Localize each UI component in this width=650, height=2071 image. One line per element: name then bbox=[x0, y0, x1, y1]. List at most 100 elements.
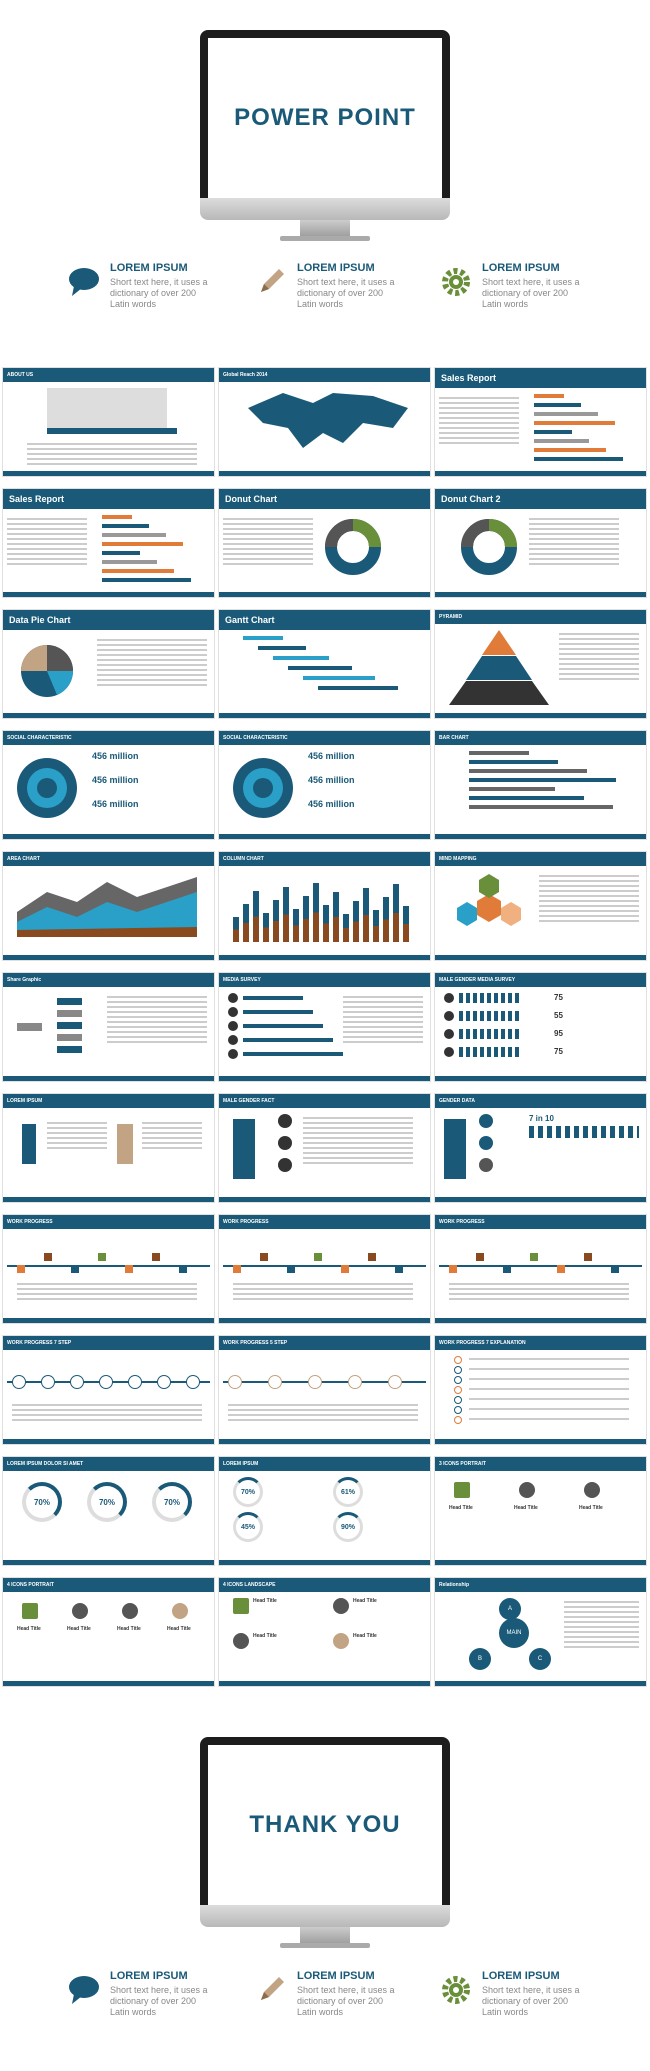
slide-body bbox=[7, 993, 210, 1073]
slide-thumbnail: Donut Chart 2 bbox=[434, 488, 647, 598]
slide-footer bbox=[3, 834, 214, 839]
slide-title: MIND MAPPING bbox=[435, 852, 646, 866]
head-title: Head Title bbox=[353, 1633, 377, 1639]
slide-footer bbox=[219, 834, 430, 839]
hero-monitor: POWER POINT bbox=[200, 30, 450, 241]
slide-footer bbox=[3, 713, 214, 718]
slide-title: WORK PROGRESS 7 STEP bbox=[3, 1336, 214, 1350]
slide-title: GENDER DATA bbox=[435, 1094, 646, 1108]
slide-footer bbox=[3, 471, 214, 476]
feature-item: LOREM IPSUM Short text here, it uses a di… bbox=[68, 262, 248, 312]
slide-thumbnail: LOREM IPSUM DOLOR SI AMET 70% 70% 70% bbox=[2, 1456, 215, 1566]
survey-value: 75 bbox=[554, 993, 563, 1002]
percent-ring: 70% bbox=[87, 1482, 127, 1522]
slide-body bbox=[439, 394, 642, 468]
slide-footer bbox=[3, 955, 214, 960]
feature-desc: Short text here, it uses a dictionary of… bbox=[482, 277, 580, 309]
slide-body bbox=[439, 751, 642, 831]
main-node: MAIN bbox=[499, 1618, 529, 1648]
slide-thumbnail: WORK PROGRESS 5 STEP bbox=[218, 1335, 431, 1445]
feature-item: LOREM IPSUM Short text here, it uses a di… bbox=[68, 1970, 248, 2020]
stat-value: 456 million bbox=[308, 799, 355, 809]
slide-body: 75 55 95 75 bbox=[439, 993, 642, 1073]
slide-thumbnail: Share Graphic bbox=[2, 972, 215, 1082]
slide-title: AREA CHART bbox=[3, 852, 214, 866]
head-title: Head Title bbox=[514, 1505, 538, 1511]
slide-thumbnail: Gantt Chart bbox=[218, 609, 431, 719]
head-title: Head Title bbox=[67, 1626, 91, 1632]
feature-item: LOREM IPSUM Short text here, it uses a di… bbox=[440, 1970, 620, 2020]
slide-title: Donut Chart bbox=[219, 489, 430, 509]
slide-body: 70% 61% 45% 90% bbox=[223, 1477, 426, 1557]
monitor-stand bbox=[300, 1927, 350, 1945]
slide-thumbnail: MEDIA SURVEY bbox=[218, 972, 431, 1082]
slide-title: Global Reach 2014 bbox=[219, 368, 430, 382]
slide-thumbnail: LOREM IPSUM bbox=[2, 1093, 215, 1203]
slide-thumbnail: Donut Chart bbox=[218, 488, 431, 598]
slide-title: WORK PROGRESS bbox=[219, 1215, 430, 1229]
slide-title: 3 ICONS PORTRAIT bbox=[435, 1457, 646, 1471]
slide-title: 4 ICONS PORTRAIT bbox=[3, 1578, 214, 1592]
percent-ring: 90% bbox=[333, 1512, 363, 1542]
slide-footer bbox=[435, 713, 646, 718]
slide-thumbnail: Sales Report bbox=[2, 488, 215, 598]
slide-footer bbox=[435, 1197, 646, 1202]
stat-value: 456 million bbox=[92, 799, 139, 809]
slide-title: LOREM IPSUM bbox=[219, 1457, 430, 1471]
feature-title: LOREM IPSUM bbox=[297, 1970, 375, 1982]
slide-thumbnail: MIND MAPPING bbox=[434, 851, 647, 961]
slide-footer bbox=[219, 1439, 430, 1444]
slide-thumbnail: AREA CHART bbox=[2, 851, 215, 961]
monitor-bezel bbox=[200, 1905, 450, 1927]
slide-body bbox=[439, 515, 642, 589]
slide-footer bbox=[435, 471, 646, 476]
slide-title: 4 ICONS LANDSCAPE bbox=[219, 1578, 430, 1592]
slide-title: Share Graphic bbox=[3, 973, 214, 987]
slide-footer bbox=[3, 1560, 214, 1565]
slide-footer bbox=[435, 1318, 646, 1323]
slide-title: WORK PROGRESS 7 EXPLANATION bbox=[435, 1336, 646, 1350]
slide-title: COLUMN CHART bbox=[219, 852, 430, 866]
slide-title: MEDIA SURVEY bbox=[219, 973, 430, 987]
feature-desc: Short text here, it uses a dictionary of… bbox=[297, 277, 395, 309]
percent-ring: 70% bbox=[22, 1482, 62, 1522]
slide-title: MALE GENDER FACT bbox=[219, 1094, 430, 1108]
slide-title: Gantt Chart bbox=[219, 610, 430, 630]
slide-body: MAIN A B C bbox=[439, 1598, 642, 1678]
percent-ring: 70% bbox=[233, 1477, 263, 1507]
slide-title: SOCIAL CHARACTERISTIC bbox=[219, 731, 430, 745]
slide-title: Sales Report bbox=[435, 368, 646, 388]
slide-body bbox=[7, 1356, 210, 1436]
slide-title: MALE GENDER MEDIA SURVEY bbox=[435, 973, 646, 987]
closing-monitor: THANK YOU bbox=[200, 1737, 450, 1948]
slide-body: Head Title Head Title Head Title Head Title bbox=[223, 1598, 426, 1678]
monitor-bezel bbox=[200, 198, 450, 220]
pencil-icon bbox=[255, 1974, 287, 2006]
speech-bubble-icon bbox=[68, 266, 100, 298]
slide-title: WORK PROGRESS bbox=[435, 1215, 646, 1229]
slide-footer bbox=[219, 1560, 430, 1565]
feature-title: LOREM IPSUM bbox=[110, 1970, 188, 1982]
monitor-stand bbox=[300, 220, 350, 238]
slide-body bbox=[223, 388, 426, 468]
slide-footer bbox=[219, 471, 430, 476]
slide-thumbnail: MALE GENDER FACT bbox=[218, 1093, 431, 1203]
slide-thumbnail: COLUMN CHART bbox=[218, 851, 431, 961]
slide-title: WORK PROGRESS 5 STEP bbox=[219, 1336, 430, 1350]
slide-footer bbox=[219, 592, 430, 597]
slide-thumbnail: Sales Report bbox=[434, 367, 647, 477]
slide-footer bbox=[3, 1197, 214, 1202]
slide-body: Head Title Head Title Head Title Head Title bbox=[7, 1598, 210, 1678]
slide-footer bbox=[435, 592, 646, 597]
monitor-base bbox=[280, 1943, 370, 1948]
slide-body bbox=[223, 515, 426, 589]
percent-ring: 45% bbox=[233, 1512, 263, 1542]
relation-node: C bbox=[529, 1648, 551, 1670]
head-title: Head Title bbox=[579, 1505, 603, 1511]
slide-body bbox=[7, 872, 210, 952]
slide-body bbox=[223, 636, 426, 710]
feature-title: LOREM IPSUM bbox=[482, 1970, 560, 1982]
slide-thumbnail: Data Pie Chart bbox=[2, 609, 215, 719]
survey-value: 95 bbox=[554, 1029, 563, 1038]
head-title: Head Title bbox=[117, 1626, 141, 1632]
